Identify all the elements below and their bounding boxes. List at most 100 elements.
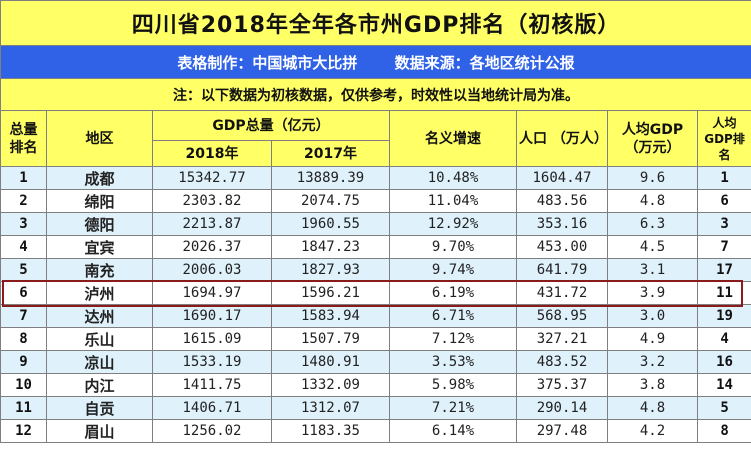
- maker-label: 表格制作：中国城市大比拼: [177, 53, 358, 72]
- table-head: 四川省2018年全年各市州GDP排名（初核版） 表格制作：中国城市大比拼 数据来…: [0, 0, 751, 167]
- per-capita-cell: 9.6: [607, 166, 698, 190]
- growth-cell: 11.04%: [389, 189, 517, 213]
- meta-row: 表格制作：中国城市大比拼 数据来源：各地区统计公报: [0, 45, 751, 79]
- population-cell: 327.21: [516, 327, 608, 351]
- gdp-2018-cell: 1690.17: [152, 304, 272, 328]
- gdp-2018-cell: 1533.19: [152, 350, 272, 374]
- per-capita-cell: 4.8: [607, 396, 698, 420]
- population-cell: 375.37: [516, 373, 608, 397]
- population-cell: 641.79: [516, 258, 608, 282]
- gdp-2018-cell: 2006.03: [152, 258, 272, 282]
- population-cell: 431.72: [516, 281, 608, 305]
- region-cell: 内江: [46, 373, 153, 397]
- rank-cell: 10: [0, 373, 47, 397]
- rank-cell: 11: [0, 396, 47, 420]
- table-row: 4 宜宾 2026.37 1847.23 9.70% 453.00 4.5 7: [0, 235, 751, 259]
- per-capita-cell: 3.0: [607, 304, 698, 328]
- rank-cell: 6: [0, 281, 47, 305]
- region-cell: 成都: [46, 166, 153, 190]
- rank-cell: 3: [0, 212, 47, 236]
- gdp-2017-cell: 2074.75: [271, 189, 390, 213]
- gdp-2017-cell: 1847.23: [271, 235, 390, 259]
- population-cell: 297.48: [516, 419, 608, 443]
- gdp-2018-cell: 2213.87: [152, 212, 272, 236]
- table-row: 2 绵阳 2303.82 2074.75 11.04% 483.56 4.8 6: [0, 189, 751, 213]
- page-title: 四川省2018年全年各市州GDP排名（初核版）: [0, 0, 751, 46]
- table-row: 5 南充 2006.03 1827.93 9.74% 641.79 3.1 17: [0, 258, 751, 282]
- region-cell: 绵阳: [46, 189, 153, 213]
- gdp-table: 四川省2018年全年各市州GDP排名（初核版） 表格制作：中国城市大比拼 数据来…: [0, 0, 751, 443]
- per-capita-rank-cell: 3: [696, 212, 751, 236]
- population-cell: 353.16: [516, 212, 608, 236]
- header-per-capita-rank: 人均GDP排名: [696, 110, 751, 167]
- rank-cell: 9: [0, 350, 47, 374]
- growth-cell: 12.92%: [389, 212, 517, 236]
- growth-cell: 10.48%: [389, 166, 517, 190]
- per-capita-cell: 3.1: [607, 258, 698, 282]
- gdp-2017-cell: 1596.21: [271, 281, 390, 305]
- region-cell: 泸州: [46, 281, 153, 305]
- per-capita-rank-cell: 7: [696, 235, 751, 259]
- header-2018: 2018年: [152, 140, 272, 167]
- population-cell: 568.95: [516, 304, 608, 328]
- growth-cell: 3.53%: [389, 350, 517, 374]
- per-capita-rank-cell: 4: [696, 327, 751, 351]
- growth-cell: 6.19%: [389, 281, 517, 305]
- rank-cell: 4: [0, 235, 47, 259]
- gdp-2018-cell: 15342.77: [152, 166, 272, 190]
- region-cell: 宜宾: [46, 235, 153, 259]
- rank-cell: 7: [0, 304, 47, 328]
- note-row: 注：以下数据为初核数据，仅供参考，时效性以当地统计局为准。: [0, 78, 751, 111]
- gdp-2018-cell: 2026.37: [152, 235, 272, 259]
- per-capita-rank-cell: 16: [696, 350, 751, 374]
- per-capita-rank-cell: 1: [696, 166, 751, 190]
- population-cell: 290.14: [516, 396, 608, 420]
- table-row: 8 乐山 1615.09 1507.79 7.12% 327.21 4.9 4: [0, 327, 751, 351]
- gdp-2017-cell: 1507.79: [271, 327, 390, 351]
- per-capita-rank-cell: 11: [696, 281, 751, 305]
- per-capita-rank-cell: 17: [696, 258, 751, 282]
- header-2017: 2017年: [271, 140, 390, 167]
- per-capita-cell: 4.9: [607, 327, 698, 351]
- per-capita-rank-cell: 14: [696, 373, 751, 397]
- per-capita-rank-cell: 19: [696, 304, 751, 328]
- population-cell: 453.00: [516, 235, 608, 259]
- region-cell: 乐山: [46, 327, 153, 351]
- rank-cell: 5: [0, 258, 47, 282]
- region-cell: 达州: [46, 304, 153, 328]
- gdp-2018-cell: 2303.82: [152, 189, 272, 213]
- growth-cell: 6.14%: [389, 419, 517, 443]
- table-row: 3 德阳 2213.87 1960.55 12.92% 353.16 6.3 3: [0, 212, 751, 236]
- gdp-2018-cell: 1256.02: [152, 419, 272, 443]
- per-capita-cell: 6.3: [607, 212, 698, 236]
- gdp-2017-cell: 13889.39: [271, 166, 390, 190]
- table-row: 12 眉山 1256.02 1183.35 6.14% 297.48 4.2 8: [0, 419, 751, 443]
- table-row: 7 达州 1690.17 1583.94 6.71% 568.95 3.0 19: [0, 304, 751, 328]
- source-label: 数据来源：各地区统计公报: [394, 53, 575, 72]
- table-row: 11 自贡 1406.71 1312.07 7.21% 290.14 4.8 5: [0, 396, 751, 420]
- gdp-2017-cell: 1312.07: [271, 396, 390, 420]
- rank-cell: 1: [0, 166, 47, 190]
- gdp-2017-cell: 1583.94: [271, 304, 390, 328]
- header-per-capita: 人均GDP（万元）: [607, 110, 698, 167]
- gdp-2018-cell: 1406.71: [152, 396, 272, 420]
- region-cell: 眉山: [46, 419, 153, 443]
- rank-cell: 12: [0, 419, 47, 443]
- per-capita-rank-cell: 8: [696, 419, 751, 443]
- gdp-2018-cell: 1615.09: [152, 327, 272, 351]
- region-cell: 南充: [46, 258, 153, 282]
- table-row: 9 凉山 1533.19 1480.91 3.53% 483.52 3.2 16: [0, 350, 751, 374]
- table-body: 1 成都 15342.77 13889.39 10.48% 1604.47 9.6 1 2 绵阳 2…: [0, 166, 751, 443]
- gdp-2018-cell: 1411.75: [152, 373, 272, 397]
- per-capita-cell: 3.8: [607, 373, 698, 397]
- growth-cell: 7.12%: [389, 327, 517, 351]
- growth-cell: 6.71%: [389, 304, 517, 328]
- region-cell: 自贡: [46, 396, 153, 420]
- header-population: 人口 （万人）: [516, 110, 608, 167]
- growth-cell: 5.98%: [389, 373, 517, 397]
- region-cell: 德阳: [46, 212, 153, 236]
- header-gdp-total: GDP总量（亿元）: [152, 110, 390, 141]
- population-cell: 483.52: [516, 350, 608, 374]
- gdp-2017-cell: 1827.93: [271, 258, 390, 282]
